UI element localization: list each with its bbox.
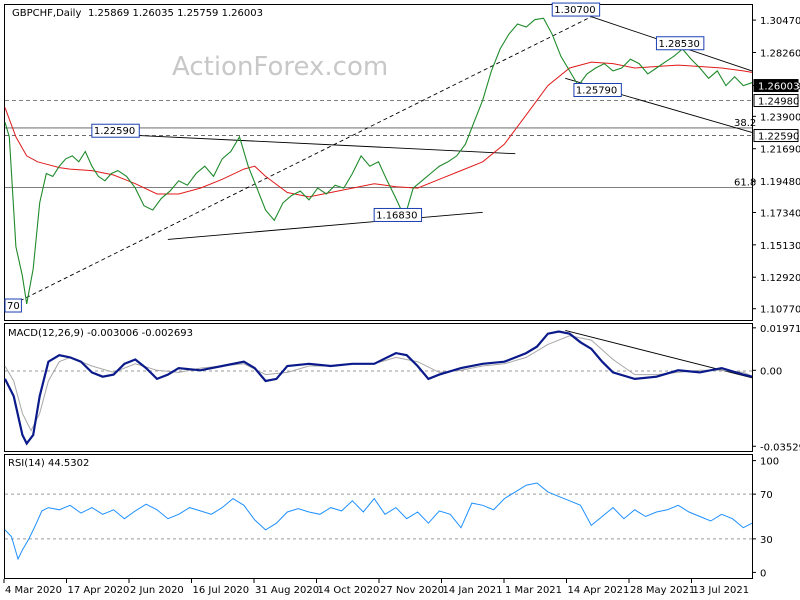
annotation-label: 1.16830 — [376, 210, 417, 221]
price-tag-label: 1.26003 — [758, 82, 799, 93]
date-tick-label: 17 Apr 2020 — [68, 585, 130, 596]
date-tick-label: 14 Apr 2021 — [568, 585, 630, 596]
rsi-pane-frame — [4, 454, 753, 579]
annotation-box — [655, 36, 705, 51]
rsi-title: RSI(14) 44.5302 — [8, 458, 89, 469]
date-tick-label: 27 Nov 2020 — [380, 585, 444, 596]
fib-61.8-label: 61.8 — [734, 177, 756, 188]
macd-title: MACD(12,26,9) -0.003006 -0.002693 — [8, 328, 193, 339]
macd-tick-label: 0.00 — [760, 366, 782, 377]
price-tag-label: 1.22590 — [758, 132, 799, 143]
price-tick-label: 1.19480 — [760, 177, 800, 188]
rsi-axis: 100 70 30 0 — [752, 457, 779, 579]
price-tag-box — [753, 79, 799, 93]
price-tick-label: 1.30470 — [760, 16, 800, 27]
triangle-lower — [167, 211, 483, 240]
annotation-box — [551, 2, 601, 17]
rising-trendline — [13, 16, 592, 305]
price-tags: 1.26003 1.24980 1.22590 — [753, 79, 799, 143]
annotation-box — [91, 123, 140, 138]
macd-tick-label: -0.035295 — [760, 442, 800, 453]
fib-38.2-label: 38.2 — [734, 118, 756, 129]
annotation-label: 1.28530 — [658, 39, 699, 50]
rsi-tick-label: 0 — [760, 568, 766, 579]
date-tick-label: 31 Aug 2020 — [255, 585, 319, 596]
chart-ohlc: 1.25869 1.26035 1.25759 1.26003 — [88, 8, 263, 19]
rsi-tick-label: 70 — [760, 490, 773, 501]
date-axis: 4 Mar 2020 17 Apr 2020 2 Jun 2020 16 Jul 20… — [3, 579, 750, 596]
price-tick-label: 1.21690 — [760, 145, 800, 156]
annotation-label: 70 — [7, 301, 20, 312]
rsi-tick-label: 30 — [760, 535, 773, 546]
date-tick-label: 1 Mar 2021 — [505, 585, 562, 596]
triangle-upper — [139, 135, 516, 155]
date-tick-label: 13 Jul 2021 — [693, 585, 750, 596]
price-tag-box — [753, 129, 799, 143]
price-tick-label: 1.28260 — [760, 48, 800, 59]
date-tick-label: 4 Mar 2020 — [5, 585, 62, 596]
macd-line — [4, 330, 753, 446]
chart-symbol: GBPCHF,Daily — [12, 8, 81, 19]
annotation-box — [4, 298, 22, 313]
rsi-levels — [5, 493, 752, 540]
annotation-box — [373, 207, 423, 222]
price-pane-frame — [4, 4, 753, 321]
date-tick-label: 16 Jul 2020 — [193, 585, 250, 596]
price-tick-label: 1.12920 — [760, 273, 800, 284]
macd-pane-frame — [4, 323, 753, 452]
date-tick-label: 14 Jan 2021 — [443, 585, 503, 596]
price-annotations: 1.30700 1.28530 1.25790 1.22590 1.16830 70 — [4, 2, 705, 313]
rsi-line — [4, 482, 753, 561]
macd-axis: 0.019718 0.00 -0.035295 — [752, 324, 800, 453]
rsi-tick-label: 100 — [760, 457, 779, 468]
macd-tick-label: 0.019718 — [760, 324, 800, 335]
annotation-label: 1.30700 — [554, 5, 595, 16]
date-tick-label: 2 Jun 2020 — [130, 585, 184, 596]
price-tag-box — [753, 94, 799, 108]
price-tag-label: 1.24980 — [758, 97, 799, 108]
price-tick-label: 1.10770 — [760, 305, 800, 316]
annotation-label: 1.22590 — [94, 126, 135, 137]
price-tick-label: 1.17340 — [760, 208, 800, 219]
annotation-box — [573, 82, 622, 97]
annotation-label: 1.25790 — [576, 85, 617, 96]
watermark: ActionForex.com — [172, 52, 388, 82]
price-tick-label: 1.23900 — [760, 112, 800, 123]
price-tick-label: 1.15130 — [760, 241, 800, 252]
date-tick-label: 14 Oct 2020 — [318, 585, 380, 596]
price-line — [4, 17, 753, 304]
date-tick-label: 28 May 2021 — [630, 585, 695, 596]
